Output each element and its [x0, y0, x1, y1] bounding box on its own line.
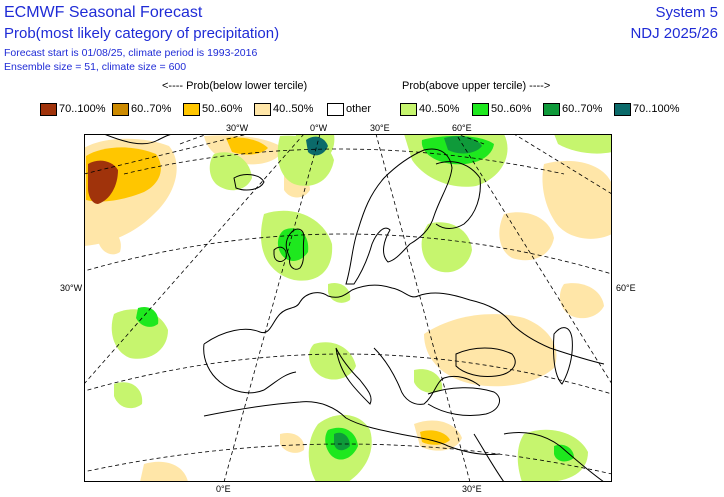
legend-swatch	[472, 102, 489, 116]
coastline-caspian	[553, 327, 573, 385]
legend-label: 40..50%	[419, 103, 460, 115]
graticule-latitudes	[84, 134, 612, 475]
coastline-red-sea	[473, 433, 505, 482]
patch-40-50-above	[114, 382, 143, 409]
legend-item: 70..100%	[40, 101, 105, 117]
patch-40-50-above	[517, 429, 588, 482]
above-tercile-patches	[111, 134, 612, 482]
legend-item: other	[327, 101, 371, 117]
legend-above-label: Prob(above upper tercile) ---->	[402, 80, 551, 92]
coastline-italy	[335, 347, 372, 405]
patch-60-70-below	[88, 160, 118, 204]
legend-label: 70..100%	[633, 103, 680, 115]
legend-label: 40..50%	[273, 103, 314, 115]
patch-50-60-above	[136, 306, 159, 327]
coastline-black-sea	[455, 347, 516, 377]
coastline-iberia	[203, 343, 297, 394]
legend-item: 70..100%	[614, 101, 679, 117]
patch-40-50-above	[554, 134, 612, 154]
patch-50-60-below	[226, 137, 268, 155]
patch-40-50-above	[328, 282, 351, 303]
meridian-line	[513, 134, 612, 195]
coastline-balkans	[373, 347, 481, 405]
coastline-arabia	[503, 432, 605, 482]
latitude-line	[84, 353, 612, 395]
patch-50-60-above	[554, 444, 574, 462]
legend-label: 50..60%	[202, 103, 243, 115]
legend-label: 50..60%	[491, 103, 532, 115]
patch-50-60-above	[277, 228, 309, 261]
legend-item: 40..50%	[254, 101, 313, 117]
lon-label-60e-right: 60°E	[616, 283, 636, 293]
graticule-meridians	[84, 134, 612, 482]
coastline-iceland	[233, 174, 265, 191]
latitude-line	[123, 148, 565, 175]
patch-40-50-above	[209, 152, 252, 191]
legend-swatch	[543, 102, 560, 116]
lon-label-30w-top: 30°W	[226, 123, 249, 133]
lon-label-30e-bottom: 30°E	[462, 484, 482, 494]
legend-item: 50..60%	[472, 101, 531, 117]
patch-40-50-below	[280, 432, 305, 453]
coastline-finland	[435, 161, 481, 229]
lon-label-0-top: 0°W	[310, 123, 328, 133]
legend-label: other	[346, 103, 372, 115]
patch-40-50-below	[559, 283, 604, 319]
coastline-europe	[203, 284, 605, 365]
patch-40-50-below	[542, 160, 612, 239]
patch-40-50-below	[140, 461, 188, 482]
period-label: NDJ 2025/26	[630, 25, 718, 42]
legend-item: 40..50%	[400, 101, 459, 117]
forecast-map	[84, 134, 612, 482]
legend-item: 60..70%	[112, 101, 171, 117]
coastline-uk	[285, 228, 305, 270]
legend-swatch	[400, 102, 417, 116]
patch-50-60-below	[420, 430, 450, 445]
patch-40-50-below	[424, 314, 557, 387]
map-frame	[84, 134, 612, 482]
coastline-north-africa	[203, 401, 501, 455]
legend-swatch	[327, 102, 344, 116]
subtitle: Prob(most likely category of precipitati…	[4, 25, 280, 42]
lon-label-60e-top: 60°E	[452, 123, 472, 133]
coastline-turkey	[427, 387, 501, 417]
legend-item: 50..60%	[183, 101, 242, 117]
legend-label: 70..100%	[59, 103, 106, 115]
forecast-info: Forecast start is 01/08/25, climate peri…	[4, 47, 258, 59]
below-tercile-patches	[84, 135, 612, 482]
latitude-line	[84, 233, 612, 275]
patch-60-70-above	[306, 136, 328, 156]
legend-label: 60..70%	[562, 103, 603, 115]
legend-swatch	[40, 102, 57, 116]
lon-label-30w-left: 30°W	[60, 283, 83, 293]
legend-item: 60..70%	[543, 101, 602, 117]
patch-40-50-above	[421, 222, 472, 273]
patch-40-50-below	[98, 229, 121, 255]
legend-below-label: <---- Prob(below lower tercile)	[162, 80, 308, 92]
system-label: System 5	[655, 4, 718, 21]
legend-swatch	[614, 102, 631, 116]
meridian-line	[455, 134, 612, 385]
patch-40-50-above	[309, 342, 356, 380]
patch-40-50-above	[414, 369, 443, 393]
legend-swatch	[254, 102, 271, 116]
meridian-line	[84, 134, 250, 175]
title: ECMWF Seasonal Forecast	[4, 4, 203, 21]
lon-label-30e-top: 30°E	[370, 123, 390, 133]
patch-60-70-above	[334, 432, 350, 451]
patch-40-50-below	[499, 212, 554, 261]
lon-label-0-bottom: 0°E	[216, 484, 231, 494]
legend-swatch	[183, 102, 200, 116]
legend-label: 60..70%	[131, 103, 172, 115]
legend-swatch	[112, 102, 129, 116]
coastline-scandinavia	[345, 148, 453, 285]
coastline-ireland	[273, 246, 287, 262]
ensemble-info: Ensemble size = 51, climate size = 600	[4, 61, 187, 73]
